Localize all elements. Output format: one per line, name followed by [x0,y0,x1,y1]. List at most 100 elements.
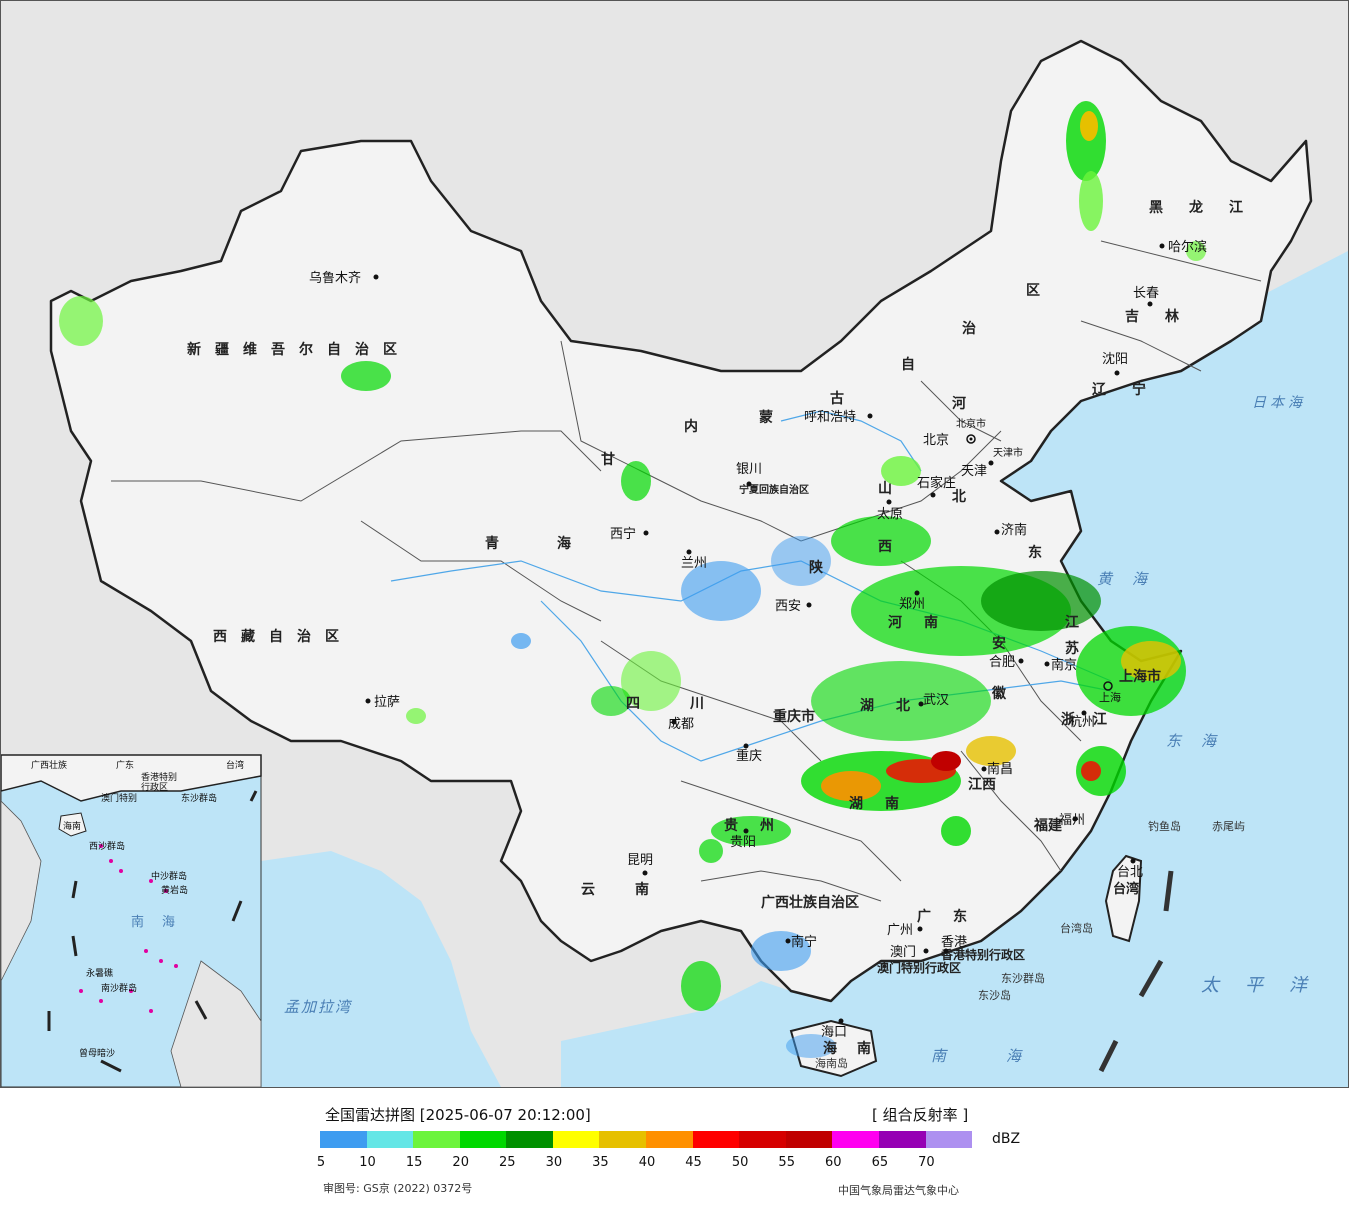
svg-text:南昌: 南昌 [987,761,1013,777]
label-qinghai: 青海 [485,535,629,552]
label-hunan: 湖南 [849,795,921,812]
inset-hainan: 海南 [63,820,81,832]
city-lanzhou: 兰州 [681,549,707,571]
city-xian: 西安 [775,599,812,614]
label-hainan: 海南 [823,1040,891,1057]
legend-tick-10: 55 [778,1155,795,1170]
svg-text:香港: 香港 [941,935,967,950]
svg-text:成都: 成都 [668,717,694,732]
city-haikou: 海口 [821,1018,847,1040]
city-changchun: 长春 [1133,286,1159,307]
legend-title: 全国雷达拼图 [2025-06-07 20:12:00] [325,1106,591,1124]
inset-taiwan: 台湾 [226,759,244,771]
legend-tick-13: 70 [918,1155,935,1170]
svg-text:北京: 北京 [923,433,949,448]
legend-panel [0,1088,1349,1208]
svg-text:南京: 南京 [1051,657,1077,673]
city-nanchang: 南昌 [981,761,1013,777]
svg-text:澳门: 澳门 [890,944,916,960]
legend-approval: 审图号: GS京 (2022) 0372号 [323,1182,473,1195]
radar-echoes [59,101,1206,1058]
label-shanghai: 上海市 [1119,668,1161,685]
bay-of-bengal [261,851,501,1087]
svg-text:东沙岛: 东沙岛 [978,988,1011,1002]
legend-color-4 [506,1131,553,1148]
legend-color-9 [739,1131,786,1148]
svg-text:石家庄: 石家庄 [917,475,956,491]
inset-sea: 南海 [131,914,193,930]
label-henan: 河南 [888,614,960,631]
svg-text:太原: 太原 [877,507,903,522]
legend-tick-12: 65 [871,1155,889,1170]
label-xizang: 西藏自治区 [213,628,353,645]
city-taipei: 台北 [1117,858,1143,880]
svg-text:日本海: 日本海 [1252,395,1306,411]
svg-text:哈尔滨: 哈尔滨 [1168,239,1207,255]
svg-text:沈阳: 沈阳 [1102,352,1128,367]
label-an: 安 [992,635,1020,652]
label-nei: 内 [684,418,712,435]
sea-labels: 日本海 黄海 东海 太平洋 南海 孟加拉湾 [284,395,1307,1065]
label-taiwan: 台湾 [1113,881,1139,897]
label-xi: 西 [878,539,906,555]
inset-zengmu: 曾母暗沙 [79,1047,115,1059]
label-jiang: 江 [1065,614,1093,631]
svg-text:上海: 上海 [1099,690,1121,704]
legend-color-1 [366,1131,414,1148]
svg-text:银川: 银川 [736,462,762,477]
svg-text:东海: 东海 [1166,732,1236,750]
svg-text:赤尾屿: 赤尾屿 [1212,820,1245,833]
svg-text:济南: 济南 [1001,522,1027,538]
svg-text:杭州: 杭州 [1069,715,1095,730]
legend-product: [ 组合反射率 ] [872,1106,969,1124]
legend-tick-0: 5 [316,1155,326,1170]
label-jiangxi: 江西 [968,776,996,793]
svg-text:台湾岛: 台湾岛 [1060,921,1093,935]
svg-text:天津市: 天津市 [993,446,1023,459]
city-kunming: 昆明 [627,853,653,876]
city-harbin: 哈尔滨 [1159,239,1207,255]
svg-text:福州: 福州 [1059,813,1085,828]
city-shijiazhuang: 石家庄 [917,475,956,498]
label-zhi: 治 [962,320,990,337]
label-heilongjiang: 黑龙江 [1149,199,1269,216]
label-bei: 北 [952,489,980,505]
label-chongqing: 重庆市 [773,708,815,725]
inset-dongsha: 东沙群岛 [181,792,217,804]
label-ningxia: 宁夏回族自治区 [739,483,809,496]
svg-text:广州: 广州 [887,923,913,938]
boundary-dashes [1098,870,1174,1073]
city-hefei: 合肥 [989,655,1024,670]
label-yunnan: 云南 [581,881,689,898]
label-jilin: 吉林 [1125,308,1205,325]
svg-text:武汉: 武汉 [923,693,949,708]
inset-hk: 香港特别 [141,771,177,783]
svg-text:天津: 天津 [961,464,987,479]
legend-color-6 [599,1131,647,1148]
legend-color-3 [459,1131,507,1148]
svg-text:长春: 长春 [1133,286,1159,301]
svg-text:黄海: 黄海 [1097,570,1167,588]
inset-huangyan: 黄岩岛 [161,884,188,896]
svg-text:兰州: 兰州 [681,556,707,571]
label-hui: 徽 [991,685,1020,702]
inset-yongshu: 永暑礁 [86,967,113,979]
label-zhejiang: 浙江 [1061,711,1125,728]
label-qu: 区 [1026,283,1054,299]
legend-colorbar [320,1131,973,1148]
label-meng: 蒙 [759,409,787,426]
inset-zhongsha: 中沙群岛 [151,870,187,882]
city-fuzhou: 福州 [1059,813,1085,828]
label-shan: 山 [878,481,906,497]
legend-tick-9: 50 [731,1155,749,1170]
city-hongkong: 香港 [941,935,967,954]
label-hongkong: 香港特别行政区 [940,947,1025,962]
label-dong: 东 [1028,544,1056,561]
svg-text:郑州: 郑州 [899,597,925,612]
city-guiyang: 贵阳 [730,828,756,850]
svg-text:合肥: 合肥 [989,655,1015,670]
city-urumqi: 乌鲁木齐 [309,270,379,286]
city-taiyuan: 太原 [877,499,903,522]
city-guangzhou: 广州 [887,923,923,938]
city-wuhan: 武汉 [918,693,949,708]
